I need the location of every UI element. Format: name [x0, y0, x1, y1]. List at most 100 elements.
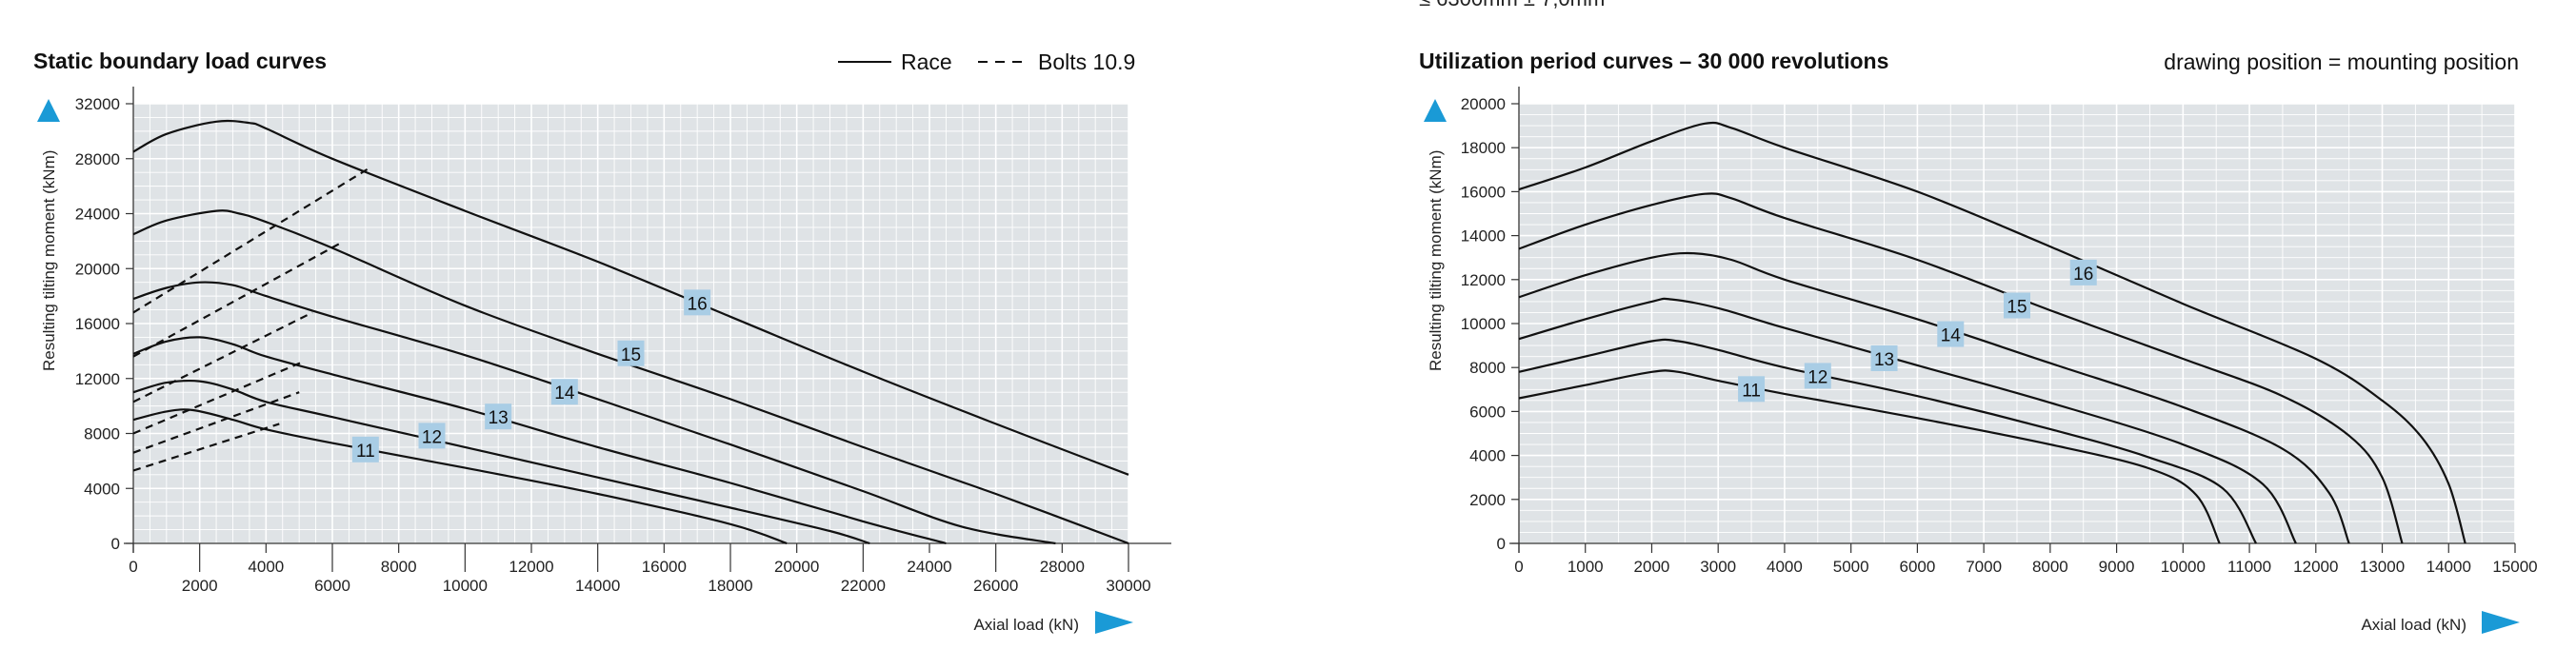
chart2-x-tick-label: 0 — [1514, 558, 1523, 576]
chart1-bolt-line — [132, 391, 300, 454]
chart1-x-tick-label: 24000 — [907, 558, 951, 576]
chart2-curve-label-14: 14 — [1941, 326, 1962, 346]
chart1-bolt-line — [132, 361, 304, 435]
chart1-curve-label-15: 15 — [621, 345, 641, 365]
chart2-curve-label-box-12 — [1804, 363, 1831, 389]
chart2-y-tick-label: 4000 — [1469, 447, 1506, 465]
chart2-curve-label-15: 15 — [2007, 298, 2027, 318]
chart2-y-tick-label: 10000 — [1461, 315, 1506, 333]
chart2-curve-16 — [1518, 121, 2466, 544]
chart1-y-tick-label: 24000 — [75, 206, 120, 224]
chart1-x-tick-label: 10000 — [443, 577, 488, 595]
chart1-y-tick-label: 12000 — [75, 370, 120, 388]
chart2-x-tick-label: 3000 — [1700, 558, 1736, 576]
chart1-curve-label-box-15 — [617, 340, 645, 366]
chart2-y-tick-label: 20000 — [1461, 95, 1506, 113]
chart2-curve-label-box-11 — [1738, 376, 1766, 403]
chart2-x-tick-label: 6000 — [1899, 558, 1935, 576]
chart1-y-tick-label: 32000 — [75, 95, 120, 113]
chart1-curve-12 — [132, 379, 870, 545]
chart2-title: Utilization period curves – 30 000 revol… — [1419, 49, 1888, 73]
chart2-x-tick-label: 11000 — [2227, 558, 2271, 576]
chart2-curve-13 — [1518, 297, 2297, 544]
chart1-x-tick-label: 20000 — [774, 558, 819, 576]
chart2-curve-label-12: 12 — [1807, 367, 1827, 387]
chart2-y-tick-label: 2000 — [1469, 491, 1506, 509]
chart1-bolt-line — [132, 167, 369, 314]
chart1-curve-14 — [132, 281, 1056, 545]
chart2-x-tick-label: 8000 — [2032, 558, 2068, 576]
chart1-curve-label-11: 11 — [356, 442, 375, 462]
chart2-x-tick-label: 13000 — [2360, 558, 2405, 576]
chart2-x-tick-label: 14000 — [2426, 558, 2471, 576]
chart1-curve-11 — [132, 408, 788, 545]
chart1-x-tick-label: 28000 — [1040, 558, 1085, 576]
chart2-y-tick-label: 18000 — [1461, 139, 1506, 157]
chart2-curve-15 — [1518, 192, 2404, 544]
chart1-plot: 0 4000 8000 12000 16000 20000 24000 28000 32000 0… — [75, 87, 1171, 595]
chart1-bolt-line — [132, 311, 313, 403]
chart1-curve-label-13: 13 — [489, 408, 509, 428]
legend-race-label: Race — [901, 49, 952, 74]
chart2-curve-label-11: 11 — [1742, 381, 1761, 401]
chart2-curve-label-box-16 — [2069, 259, 2097, 285]
chart2-x-tick-label: 2000 — [1634, 558, 1670, 576]
chart1-curve-label-16: 16 — [688, 294, 708, 314]
chart2-y-tick-label: 6000 — [1469, 403, 1506, 421]
chart2-curve-label-box-13 — [1870, 344, 1898, 371]
chart2-plot: 0200040006000800010000120001400016000180… — [1461, 87, 2538, 576]
chart2-x-tick-label: 12000 — [2293, 558, 2338, 576]
chart1-y-tick-label: 0 — [111, 535, 120, 553]
chart1-x-arrow-icon — [1095, 611, 1133, 634]
chart1-x-tick-label: 14000 — [575, 577, 620, 595]
chart1-curve-label-box-14 — [550, 379, 578, 405]
chart2-x-tick-label: 5000 — [1833, 558, 1869, 576]
chart1-x-tick-label: 0 — [129, 558, 137, 576]
chart2-ylabel: Resulting tilting moment (kNm) — [1427, 150, 1445, 371]
chart2-curve-label-box-14 — [1937, 321, 1965, 347]
chart2-y-tick-label: 8000 — [1469, 359, 1506, 377]
chart1-y-tick-label: 8000 — [84, 425, 120, 443]
chart1-xlabel: Axial load (kN) — [973, 616, 1079, 634]
chart1-x-tick-label: 16000 — [642, 558, 687, 576]
chart1-curve-label-box-16 — [684, 289, 711, 316]
chart1-x-tick-label: 18000 — [708, 577, 752, 595]
chart1-curve-label-box-11 — [351, 436, 379, 462]
chart2-curve-label-13: 13 — [1874, 350, 1894, 370]
chart1-x-tick-label: 26000 — [973, 577, 1018, 595]
chart1-ylabel: Resulting tilting moment (kNm) — [40, 150, 58, 371]
chart2-y-arrow-icon — [1424, 99, 1447, 122]
chart2-y-tick-label: 0 — [1497, 535, 1506, 553]
chart2-y-tick-label: 12000 — [1461, 271, 1506, 289]
chart2-curve-label-box-15 — [2004, 292, 2030, 319]
chart1-y-tick-label: 28000 — [75, 150, 120, 168]
chart1-title: Static boundary load curves — [33, 49, 327, 73]
chart1-y-tick-label: 20000 — [75, 260, 120, 278]
chart2-x-tick-label: 10000 — [2161, 558, 2206, 576]
chart2-x-tick-label: 15000 — [2492, 558, 2537, 576]
chart1-x-tick-label: 4000 — [248, 558, 284, 576]
chart1-x-tick-label: 30000 — [1106, 577, 1150, 595]
chart1-y-tick-label: 4000 — [84, 480, 120, 498]
chart2-x-tick-label: 7000 — [1966, 558, 2002, 576]
chart1-curve-label-box-12 — [418, 423, 446, 449]
chart1-curve-15 — [132, 209, 1129, 545]
chart1-x-tick-label: 22000 — [841, 577, 886, 595]
chart1-x-tick-label: 8000 — [381, 558, 417, 576]
chart2-x-arrow-icon — [2482, 611, 2520, 634]
chart1-y-arrow-icon — [37, 99, 60, 122]
chart1-curve-label-box-13 — [485, 403, 512, 430]
chart2-x-tick-label: 1000 — [1568, 558, 1604, 576]
chart1-y-tick-label: 16000 — [75, 315, 120, 333]
chart2-curve-11 — [1518, 369, 2221, 544]
chart1-x-tick-label: 2000 — [182, 577, 218, 595]
chart1-curve-13 — [132, 336, 947, 545]
chart2-note: drawing position = mounting position — [2164, 49, 2519, 74]
chart1-x-tick-label: 12000 — [509, 558, 553, 576]
chart1-curve-label-12: 12 — [422, 427, 442, 447]
chart1-curve-label-14: 14 — [554, 384, 575, 403]
top-fragment-text: ≤ 6300mm ± 7,0mm — [1419, 0, 1605, 10]
chart1-legend: Race Bolts 10.9 — [838, 49, 1135, 74]
chart2-x-tick-label: 9000 — [2099, 558, 2135, 576]
